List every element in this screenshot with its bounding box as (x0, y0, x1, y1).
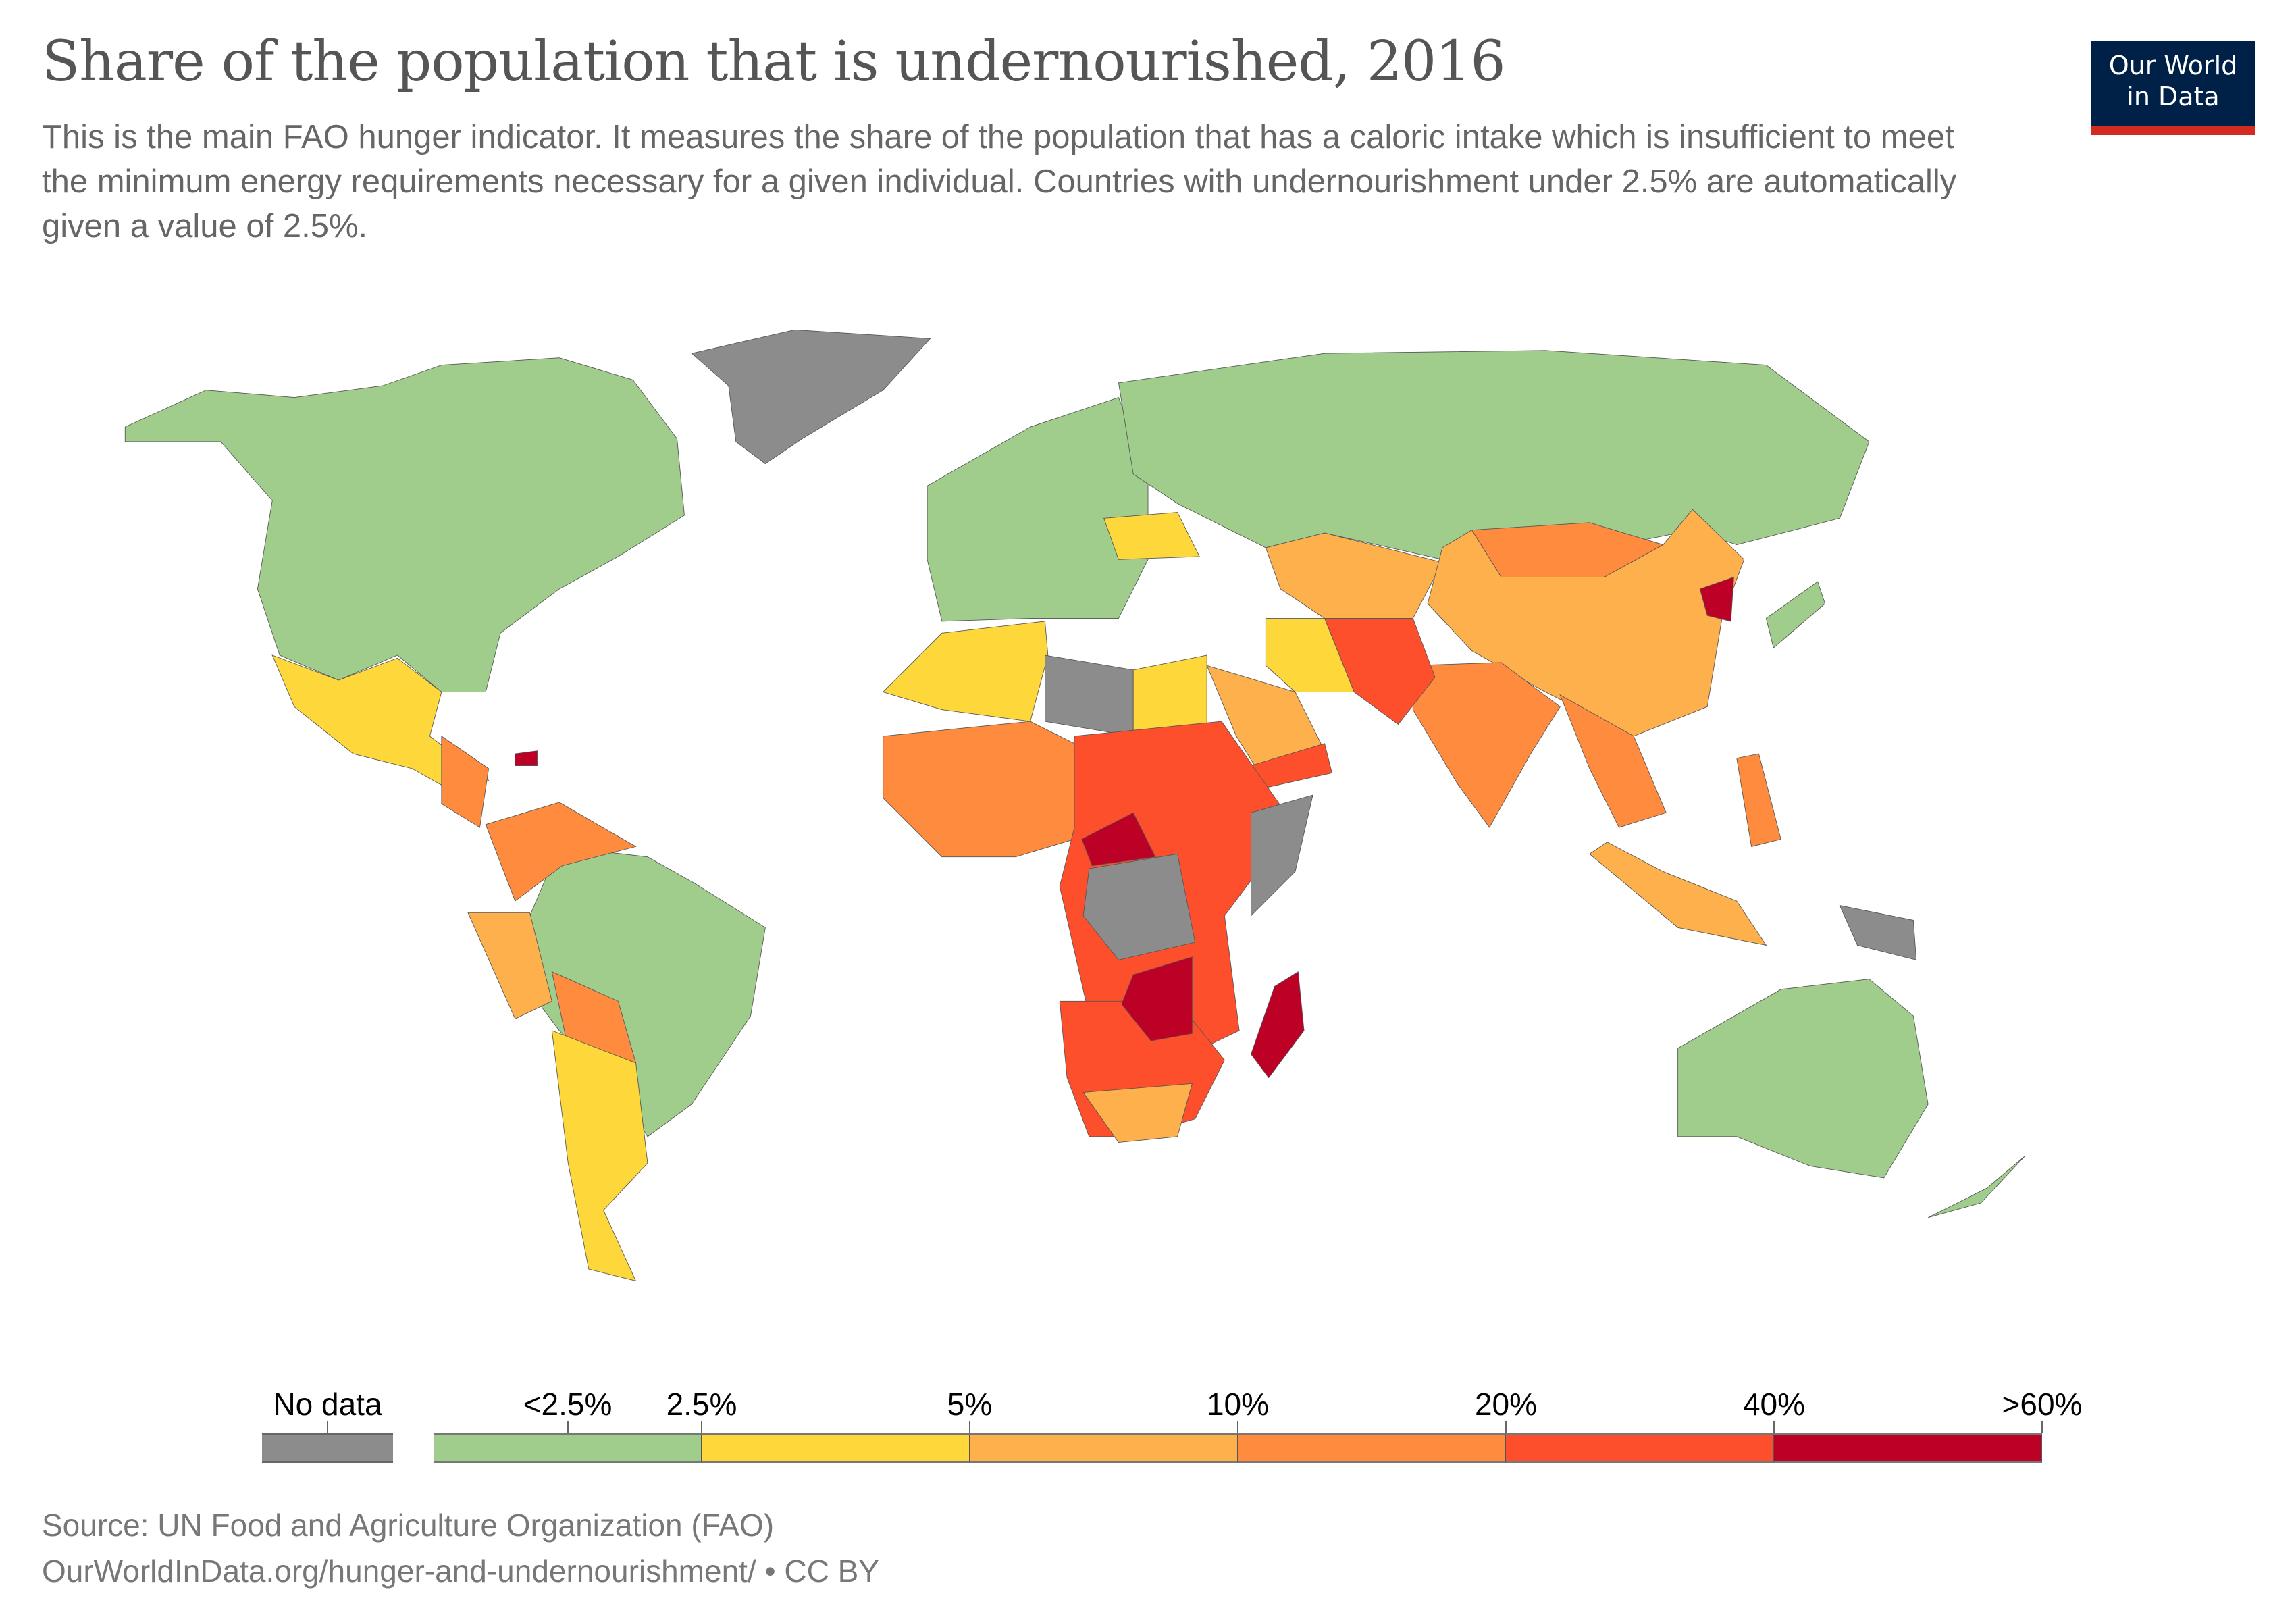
country-mexico[interactable] (271, 654, 490, 796)
country-europe[interactable] (927, 397, 1149, 622)
country-somalia[interactable] (1251, 794, 1313, 917)
legend-bin[interactable] (1774, 1433, 2042, 1463)
legend-tick (1505, 1421, 1507, 1433)
country-new-zealand[interactable] (1927, 1155, 2026, 1218)
country-iran[interactable] (1265, 618, 1355, 692)
legend-no-data-label: No data (273, 1387, 382, 1422)
country-greenland[interactable] (691, 329, 931, 465)
legend-bin[interactable] (970, 1433, 1238, 1463)
country-central-african-republic[interactable] (1081, 812, 1156, 867)
legend-tick (567, 1421, 569, 1433)
country-colombia-venezuela[interactable] (485, 802, 637, 902)
country-russia[interactable] (1118, 350, 1870, 560)
legend-label: 40% (1742, 1387, 1806, 1422)
country-south-africa[interactable] (1082, 1083, 1193, 1143)
country-dr-congo[interactable] (1082, 853, 1196, 960)
source-note: Source: UN Food and Agriculture Organiza… (42, 1502, 879, 1594)
country-north-america[interactable] (124, 357, 685, 692)
legend-tick (327, 1421, 328, 1433)
country-india[interactable] (1412, 662, 1561, 828)
chart-subtitle: This is the main FAO hunger indicator. I… (42, 119, 1957, 245)
legend-no-data-swatch[interactable] (262, 1433, 393, 1463)
country-ukraine[interactable] (1103, 512, 1200, 560)
country-papua-new-guinea[interactable] (1839, 905, 1917, 960)
country-zambia-zimbabwe[interactable] (1121, 956, 1193, 1041)
owid-logo[interactable]: Our World in Data (2091, 41, 2255, 135)
source-text: Source: UN Food and Agriculture Organiza… (42, 1508, 775, 1543)
country-australia[interactable] (1677, 979, 1929, 1179)
legend-label: 5% (947, 1387, 993, 1422)
country-japan-south-korea[interactable] (1765, 581, 1826, 648)
country-north-korea[interactable] (1699, 576, 1734, 622)
source-url-link[interactable]: OurWorldInData.org/hunger-and-undernouri… (42, 1553, 756, 1589)
legend-label: >60% (2002, 1387, 2083, 1422)
legend-label: <2.5% (523, 1387, 612, 1422)
legend-tick (2041, 1421, 2043, 1433)
legend-label: 2.5% (666, 1387, 737, 1422)
country-algeria-morocco[interactable] (882, 621, 1049, 722)
legend-label: 20% (1474, 1387, 1538, 1422)
legend-label: 10% (1206, 1387, 1270, 1422)
chart-title: Share of the population that is undernou… (42, 30, 1506, 94)
legend-bin[interactable] (1506, 1433, 1774, 1463)
legend-bin[interactable] (702, 1433, 970, 1463)
country-west-africa[interactable] (883, 721, 1090, 858)
country-philippines[interactable] (1736, 753, 1781, 847)
legend-tick (1237, 1421, 1238, 1433)
country-argentina-chile[interactable] (551, 1030, 648, 1282)
legend-tick (969, 1421, 970, 1433)
country-indonesia[interactable] (1589, 842, 1767, 946)
country-madagascar[interactable] (1251, 971, 1305, 1079)
country-haiti[interactable] (515, 750, 538, 766)
country-southeast-asia-mainland[interactable] (1559, 694, 1667, 828)
country-brazil[interactable] (515, 846, 766, 1137)
country-peru-ecuador[interactable] (467, 912, 552, 1020)
license-text: • CC BY (756, 1553, 879, 1589)
country-central-america[interactable] (441, 736, 490, 828)
country-libya[interactable] (1044, 654, 1134, 737)
legend-tick (1773, 1421, 1775, 1433)
legend-bin[interactable] (1238, 1433, 1506, 1463)
legend-bin[interactable] (434, 1433, 702, 1463)
logo-line-1: Our World (2108, 51, 2238, 80)
legend-tick (701, 1421, 702, 1433)
logo-line-2: in Data (2127, 82, 2220, 111)
